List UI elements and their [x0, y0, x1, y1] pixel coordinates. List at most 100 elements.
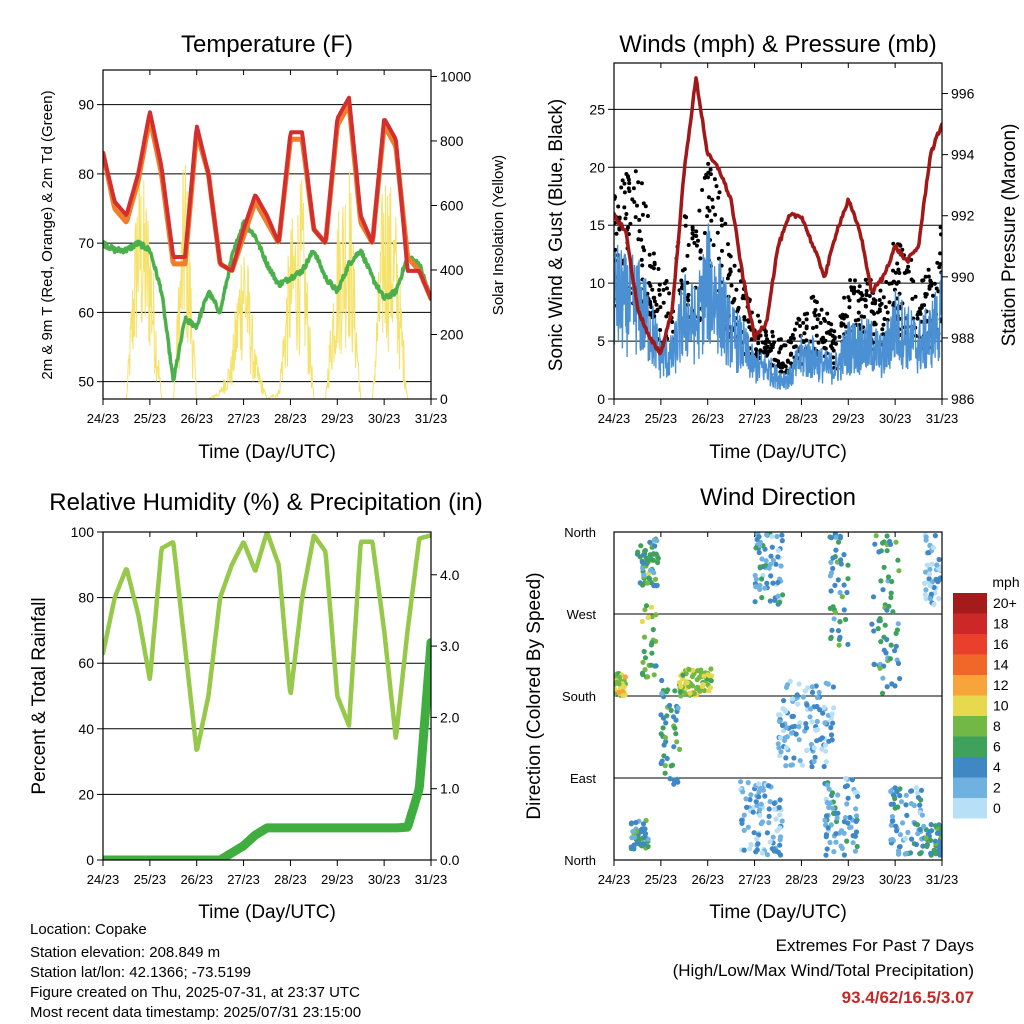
- dir-plot-frame: [613, 531, 943, 861]
- direction-point: [903, 792, 909, 798]
- direction-point: [776, 804, 782, 811]
- direction-point: [752, 572, 758, 579]
- direction-point: [646, 575, 652, 581]
- gust-point: [863, 303, 868, 308]
- temp-ylabel-right: Solar Insolation (Yellow): [490, 155, 507, 315]
- direction-point: [775, 554, 781, 560]
- direction-point: [917, 826, 923, 833]
- gust-point: [626, 177, 631, 182]
- direction-point: [937, 575, 942, 581]
- gust-point: [641, 245, 646, 250]
- direction-point: [777, 712, 783, 718]
- gust-point: [852, 288, 856, 293]
- gust-point: [804, 317, 809, 322]
- dir-ytick-label: North: [564, 525, 596, 540]
- direction-point: [767, 598, 773, 604]
- gust-point: [797, 317, 802, 322]
- gust-point: [763, 348, 768, 353]
- gust-point: [648, 283, 653, 288]
- direction-point: [900, 820, 906, 826]
- direction-point: [918, 850, 924, 856]
- direction-point: [642, 833, 648, 840]
- precip-line: [103, 638, 431, 860]
- direction-point: [677, 679, 683, 686]
- gust-point: [702, 175, 707, 180]
- direction-point: [672, 725, 678, 731]
- direction-point: [813, 727, 819, 733]
- gust-point: [841, 316, 846, 321]
- direction-point: [923, 587, 929, 593]
- direction-point: [787, 678, 793, 685]
- direction-point: [830, 684, 837, 690]
- gust-point: [635, 203, 639, 208]
- gust-point: [706, 161, 711, 166]
- direction-point: [777, 797, 783, 803]
- gust-point: [760, 340, 765, 345]
- direction-point: [748, 792, 754, 798]
- direction-point: [620, 689, 626, 695]
- direction-point: [766, 813, 772, 819]
- gust-point: [777, 350, 782, 355]
- gust-point: [913, 294, 918, 299]
- direction-point: [893, 539, 899, 545]
- direction-point: [677, 689, 683, 695]
- speed-legend-label: 16: [993, 636, 1009, 652]
- direction-point: [678, 683, 684, 690]
- station-latlon: Station lat/lon: 42.1366; -73.5199: [30, 964, 252, 981]
- temp-xtick-label: 25/23: [134, 411, 167, 426]
- gust-point: [614, 231, 619, 236]
- gust-point: [815, 317, 820, 322]
- direction-point: [690, 667, 696, 673]
- rh-xtick-label: 24/23: [87, 872, 120, 887]
- direction-point: [614, 686, 617, 692]
- direction-point: [887, 656, 894, 662]
- extremes-subtitle: (High/Low/Max Wind/Total Precipitation): [672, 961, 974, 980]
- direction-point: [773, 816, 779, 822]
- speed-legend-swatch: [953, 634, 987, 655]
- direction-point: [887, 541, 894, 548]
- direction-point: [841, 552, 847, 558]
- direction-point: [871, 661, 878, 668]
- direction-point: [897, 832, 904, 838]
- rh-ytick-label: 80: [78, 590, 94, 606]
- direction-point: [741, 847, 747, 853]
- gust-point: [728, 267, 733, 272]
- direction-point: [652, 576, 659, 582]
- dir-ytick-label: East: [570, 771, 596, 786]
- direction-point: [763, 558, 769, 564]
- gust-point: [887, 281, 892, 286]
- gust-point: [893, 270, 898, 275]
- direction-point: [892, 683, 898, 689]
- direction-point: [778, 749, 784, 755]
- direction-point: [655, 555, 661, 561]
- gust-point: [726, 273, 731, 278]
- direction-point: [809, 689, 816, 696]
- wind-xlabel: Time (Day/UTC): [709, 442, 847, 463]
- direction-point: [800, 694, 806, 700]
- gust-point: [878, 303, 883, 308]
- extremes-values: 93.4/62/16.5/3.07: [841, 988, 974, 1007]
- gust-point: [880, 327, 885, 332]
- direction-point: [789, 724, 796, 730]
- speed-legend-swatch: [953, 654, 987, 675]
- gust-point: [863, 277, 868, 282]
- gust-point: [732, 263, 737, 268]
- direction-point: [614, 679, 620, 685]
- direction-point: [869, 621, 875, 627]
- gust-point: [627, 181, 632, 186]
- direction-point: [628, 820, 635, 826]
- direction-point: [644, 580, 651, 586]
- direction-point: [775, 741, 781, 747]
- direction-point: [772, 597, 778, 603]
- gust-point: [884, 280, 889, 284]
- gust-point: [647, 311, 652, 316]
- gust-point: [686, 243, 691, 247]
- gust-point: [909, 277, 914, 282]
- direction-point: [843, 775, 849, 781]
- gust-point: [770, 329, 775, 334]
- direction-point: [888, 590, 894, 596]
- direction-point: [879, 690, 886, 696]
- gust-point: [698, 249, 703, 254]
- direction-point: [928, 837, 934, 844]
- direction-point: [651, 672, 657, 678]
